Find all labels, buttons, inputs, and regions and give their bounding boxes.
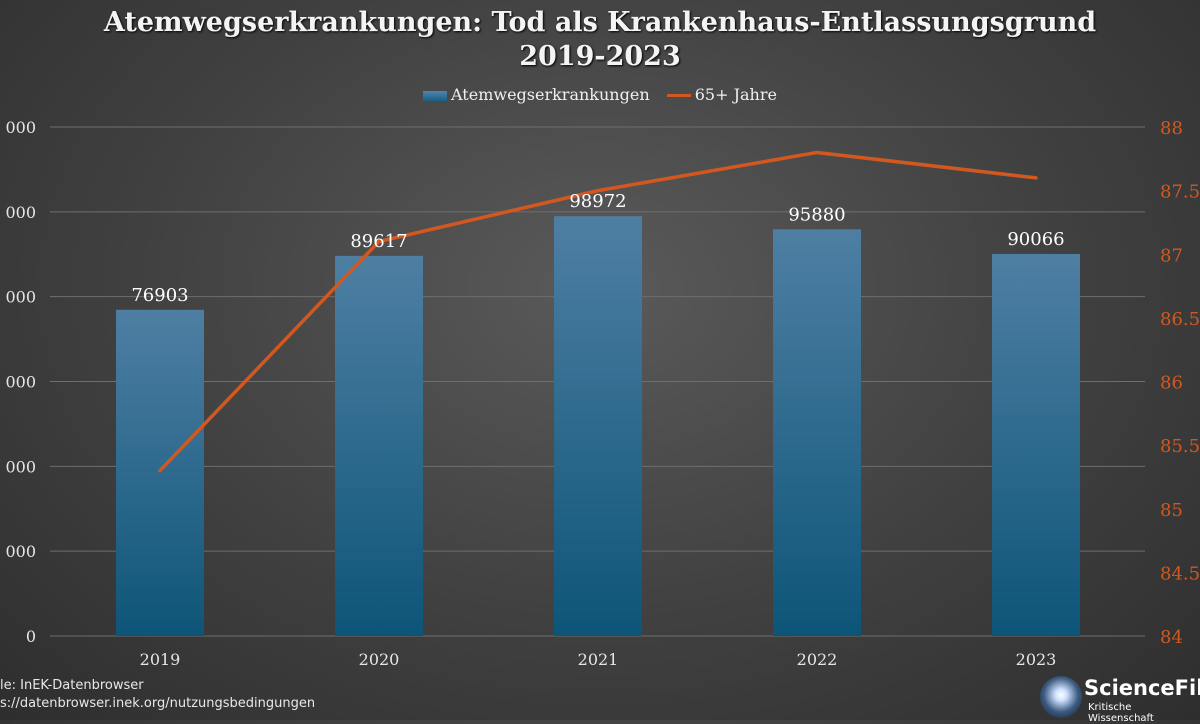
y-left-tick-label: 0 [26,627,36,646]
y-right-tick-label: 87 [1160,245,1183,266]
bar [992,253,1080,637]
x-tick-label: 2019 [140,650,181,669]
bar [554,216,642,636]
y-right-tick-label: 87.5 [1160,182,1200,203]
y-left-tick-label: 000 [5,373,36,392]
y-left-tick-label: 000 [5,288,36,307]
bar [773,229,861,636]
x-tick-label: 2023 [1016,650,1057,669]
y-left-tick-label: 000 [5,542,36,561]
line-point [377,240,381,244]
bar-value-label: 89617 [350,231,407,252]
chart-legend: Atemwegserkrankungen 65+ Jahre [0,84,1200,104]
logo-name: ScienceFiles [1084,676,1200,700]
y-left-tick-label: 000 [5,118,36,137]
x-tick-label: 2021 [578,650,619,669]
y-right-tick-label: 88 [1160,118,1183,139]
x-tick-label: 2020 [359,650,400,669]
bar-value-label: 90066 [1007,229,1064,250]
y-right-tick-label: 86 [1160,373,1183,394]
line-point [596,189,600,193]
x-tick-label: 2022 [797,650,838,669]
y-left-tick-label: 000 [5,457,36,476]
sciencefiles-logo: ScienceFiles Kritische Wissenschaft [1032,668,1200,724]
line-point [1034,176,1038,180]
bar-value-label: 98972 [569,191,626,212]
source-line1: le: InEK-Datenbrowser [0,678,144,693]
legend-swatch-bars [423,90,448,101]
legend-label-line: 65+ Jahre [694,85,777,104]
source-line2: s://datenbrowser.inek.org/nutzungsbeding… [0,696,316,711]
y-right-tick-label: 84.5 [1160,563,1200,584]
y-right-tick-label: 85.5 [1160,436,1200,457]
y-right-tick-label: 85 [1160,500,1183,521]
legend-item-line: 65+ Jahre [666,85,777,104]
logo-tagline: Kritische Wissenschaft [1088,702,1154,724]
y-right-tick-label: 84 [1160,627,1183,648]
bar-value-label: 76903 [131,285,188,306]
y-left-tick-label: 000 [5,203,36,222]
line-point [815,150,819,154]
chart-title: Atemwegserkrankungen: Tod als Krankenhau… [0,6,1200,74]
bar [116,309,204,636]
legend-swatch-line [666,94,691,97]
y-right-tick-label: 86.5 [1160,309,1200,330]
chart-title-line2: 2019-2023 [519,41,681,72]
bar [335,255,423,636]
line-point [158,469,162,473]
legend-item-bars: Atemwegserkrankungen [423,85,650,104]
legend-label-bars: Atemwegserkrankungen [451,85,650,104]
chart-title-line1: Atemwegserkrankungen: Tod als Krankenhau… [103,7,1097,38]
source-note: le: InEK-Datenbrowser s://datenbrowser.i… [0,677,315,713]
bar-value-label: 95880 [788,204,845,225]
globe-icon [1040,676,1082,718]
